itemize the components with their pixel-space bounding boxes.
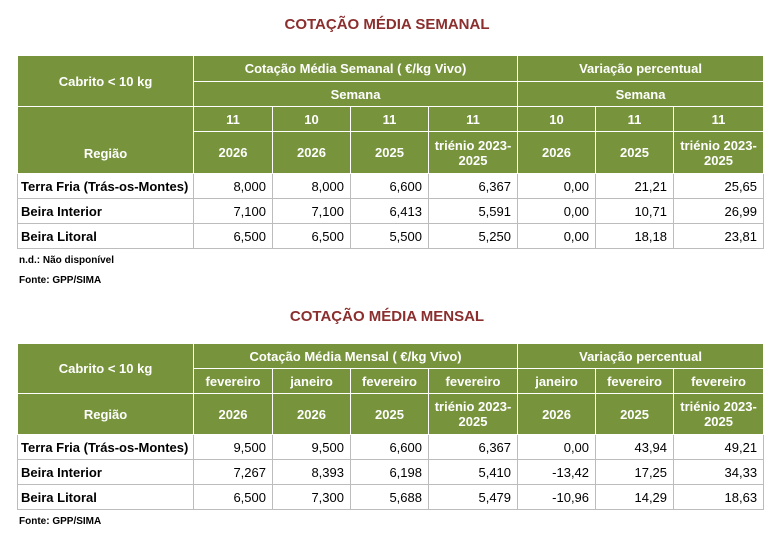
year-header: triénio 2023-2025 — [673, 393, 765, 435]
value-cell: 17,25 — [595, 459, 675, 485]
value-cell: 5,688 — [350, 484, 429, 510]
table-row: Beira Litoral 6,500 6,500 5,500 5,250 0,… — [17, 223, 765, 249]
table-row: Beira Interior 7,100 7,100 6,413 5,591 0… — [17, 198, 765, 224]
source-note-weekly: Fonte: GPP/SIMA — [19, 275, 102, 286]
value-cell: 6,500 — [193, 484, 273, 510]
period-header: 10 — [517, 106, 596, 132]
table-row: Beira Litoral 6,500 7,300 5,688 5,479 -1… — [17, 484, 765, 510]
region-cell: Terra Fria (Trás-os-Montes) — [17, 173, 194, 199]
variation-group-header: Variação percentual — [517, 343, 765, 369]
value-cell: 8,000 — [193, 173, 273, 199]
year-header: 2026 — [517, 393, 597, 435]
period-header: janeiro — [517, 368, 597, 394]
table-row: Beira Interior 7,267 8,393 6,198 5,410 -… — [17, 459, 765, 485]
value-cell: 0,00 — [517, 173, 596, 199]
week-header-price: Semana — [193, 81, 518, 107]
value-cell: 0,00 — [517, 198, 596, 224]
value-cell: 6,198 — [350, 459, 429, 485]
period-header: fevereiro — [350, 368, 429, 394]
table-row: Terra Fria (Trás-os-Montes) 8,000 8,000 … — [17, 173, 765, 199]
source-note-monthly: Fonte: GPP/SIMA — [19, 516, 102, 527]
year-header: triénio 2023-2025 — [428, 131, 518, 174]
region-cell: Terra Fria (Trás-os-Montes) — [17, 434, 194, 460]
variation-group-header: Variação percentual — [516, 55, 765, 82]
period-header: 11 — [193, 106, 273, 132]
product-header: Cabrito < 10 kg — [17, 343, 194, 394]
region-cell: Beira Litoral — [17, 484, 194, 510]
value-cell: 6,600 — [350, 173, 429, 199]
period-header: 10 — [272, 106, 351, 132]
value-cell: 8,000 — [272, 173, 351, 199]
weekly-table: Cabrito < 10 kg Cotação Média Semanal ( … — [17, 55, 765, 249]
value-cell: 7,267 — [193, 459, 273, 485]
period-header: 11 — [428, 106, 518, 132]
year-header: 2026 — [517, 131, 596, 174]
value-cell: 6,413 — [350, 198, 429, 224]
year-header: 2026 — [193, 131, 273, 174]
year-header: 2025 — [595, 393, 675, 435]
value-cell: 6,367 — [428, 173, 518, 199]
value-cell: 49,21 — [673, 434, 765, 460]
nd-note: n.d.: Não disponível — [19, 255, 115, 266]
value-cell: 34,33 — [673, 459, 765, 485]
value-cell: 23,81 — [672, 223, 765, 249]
value-cell: 5,479 — [427, 484, 519, 510]
value-cell: -10,96 — [517, 484, 597, 510]
period-header: 11 — [350, 106, 429, 132]
value-cell: 6,600 — [350, 434, 429, 460]
value-cell: 7,100 — [272, 198, 351, 224]
monthly-title: COTAÇÃO MÉDIA MENSAL — [289, 308, 485, 325]
year-header: 2026 — [193, 393, 273, 435]
period-header: fevereiro — [595, 368, 675, 394]
region-cell: Beira Interior — [17, 198, 194, 224]
value-cell: 7,300 — [272, 484, 351, 510]
value-cell: 26,99 — [672, 198, 765, 224]
value-cell: 21,21 — [595, 173, 674, 199]
value-cell: 7,100 — [193, 198, 273, 224]
value-cell: 9,500 — [272, 434, 351, 460]
period-header: fevereiro — [193, 368, 273, 394]
year-header: triénio 2023-2025 — [672, 131, 765, 174]
value-cell: 5,250 — [428, 223, 518, 249]
value-cell: 5,591 — [428, 198, 518, 224]
year-header: 2026 — [272, 131, 351, 174]
value-cell: 25,65 — [672, 173, 765, 199]
region-header: Região — [17, 106, 194, 174]
year-header: 2025 — [350, 393, 429, 435]
year-header: 2025 — [350, 131, 429, 174]
period-header: 11 — [595, 106, 674, 132]
value-cell: 5,500 — [350, 223, 429, 249]
value-cell: 18,63 — [673, 484, 765, 510]
week-header-variation: Semana — [516, 81, 765, 107]
year-header: 2026 — [272, 393, 351, 435]
value-cell: -13,42 — [517, 459, 597, 485]
value-cell: 6,500 — [193, 223, 273, 249]
value-cell: 8,393 — [272, 459, 351, 485]
region-cell: Beira Litoral — [17, 223, 194, 249]
value-cell: 0,00 — [517, 434, 597, 460]
value-cell: 0,00 — [517, 223, 596, 249]
region-cell: Beira Interior — [17, 459, 194, 485]
value-cell: 10,71 — [595, 198, 674, 224]
value-cell: 5,410 — [427, 459, 519, 485]
region-header: Região — [17, 393, 194, 435]
price-group-header: Cotação Média Mensal ( €/kg Vivo) — [192, 343, 519, 369]
value-cell: 14,29 — [595, 484, 675, 510]
value-cell: 43,94 — [595, 434, 675, 460]
value-cell: 6,500 — [272, 223, 351, 249]
weekly-title: COTAÇÃO MÉDIA SEMANAL — [284, 16, 490, 33]
period-header: janeiro — [272, 368, 351, 394]
product-header: Cabrito < 10 kg — [17, 55, 194, 107]
value-cell: 18,18 — [595, 223, 674, 249]
monthly-table: Cabrito < 10 kg Cotação Média Mensal ( €… — [17, 343, 765, 510]
period-header: 11 — [672, 106, 765, 132]
year-header: triénio 2023-2025 — [427, 393, 519, 435]
value-cell: 6,367 — [427, 434, 519, 460]
period-header: fevereiro — [427, 368, 519, 394]
period-header: fevereiro — [673, 368, 765, 394]
table-row: Terra Fria (Trás-os-Montes) 9,500 9,500 … — [17, 434, 765, 460]
value-cell: 9,500 — [193, 434, 273, 460]
price-group-header: Cotação Média Semanal ( €/kg Vivo) — [193, 55, 518, 82]
year-header: 2025 — [595, 131, 674, 174]
